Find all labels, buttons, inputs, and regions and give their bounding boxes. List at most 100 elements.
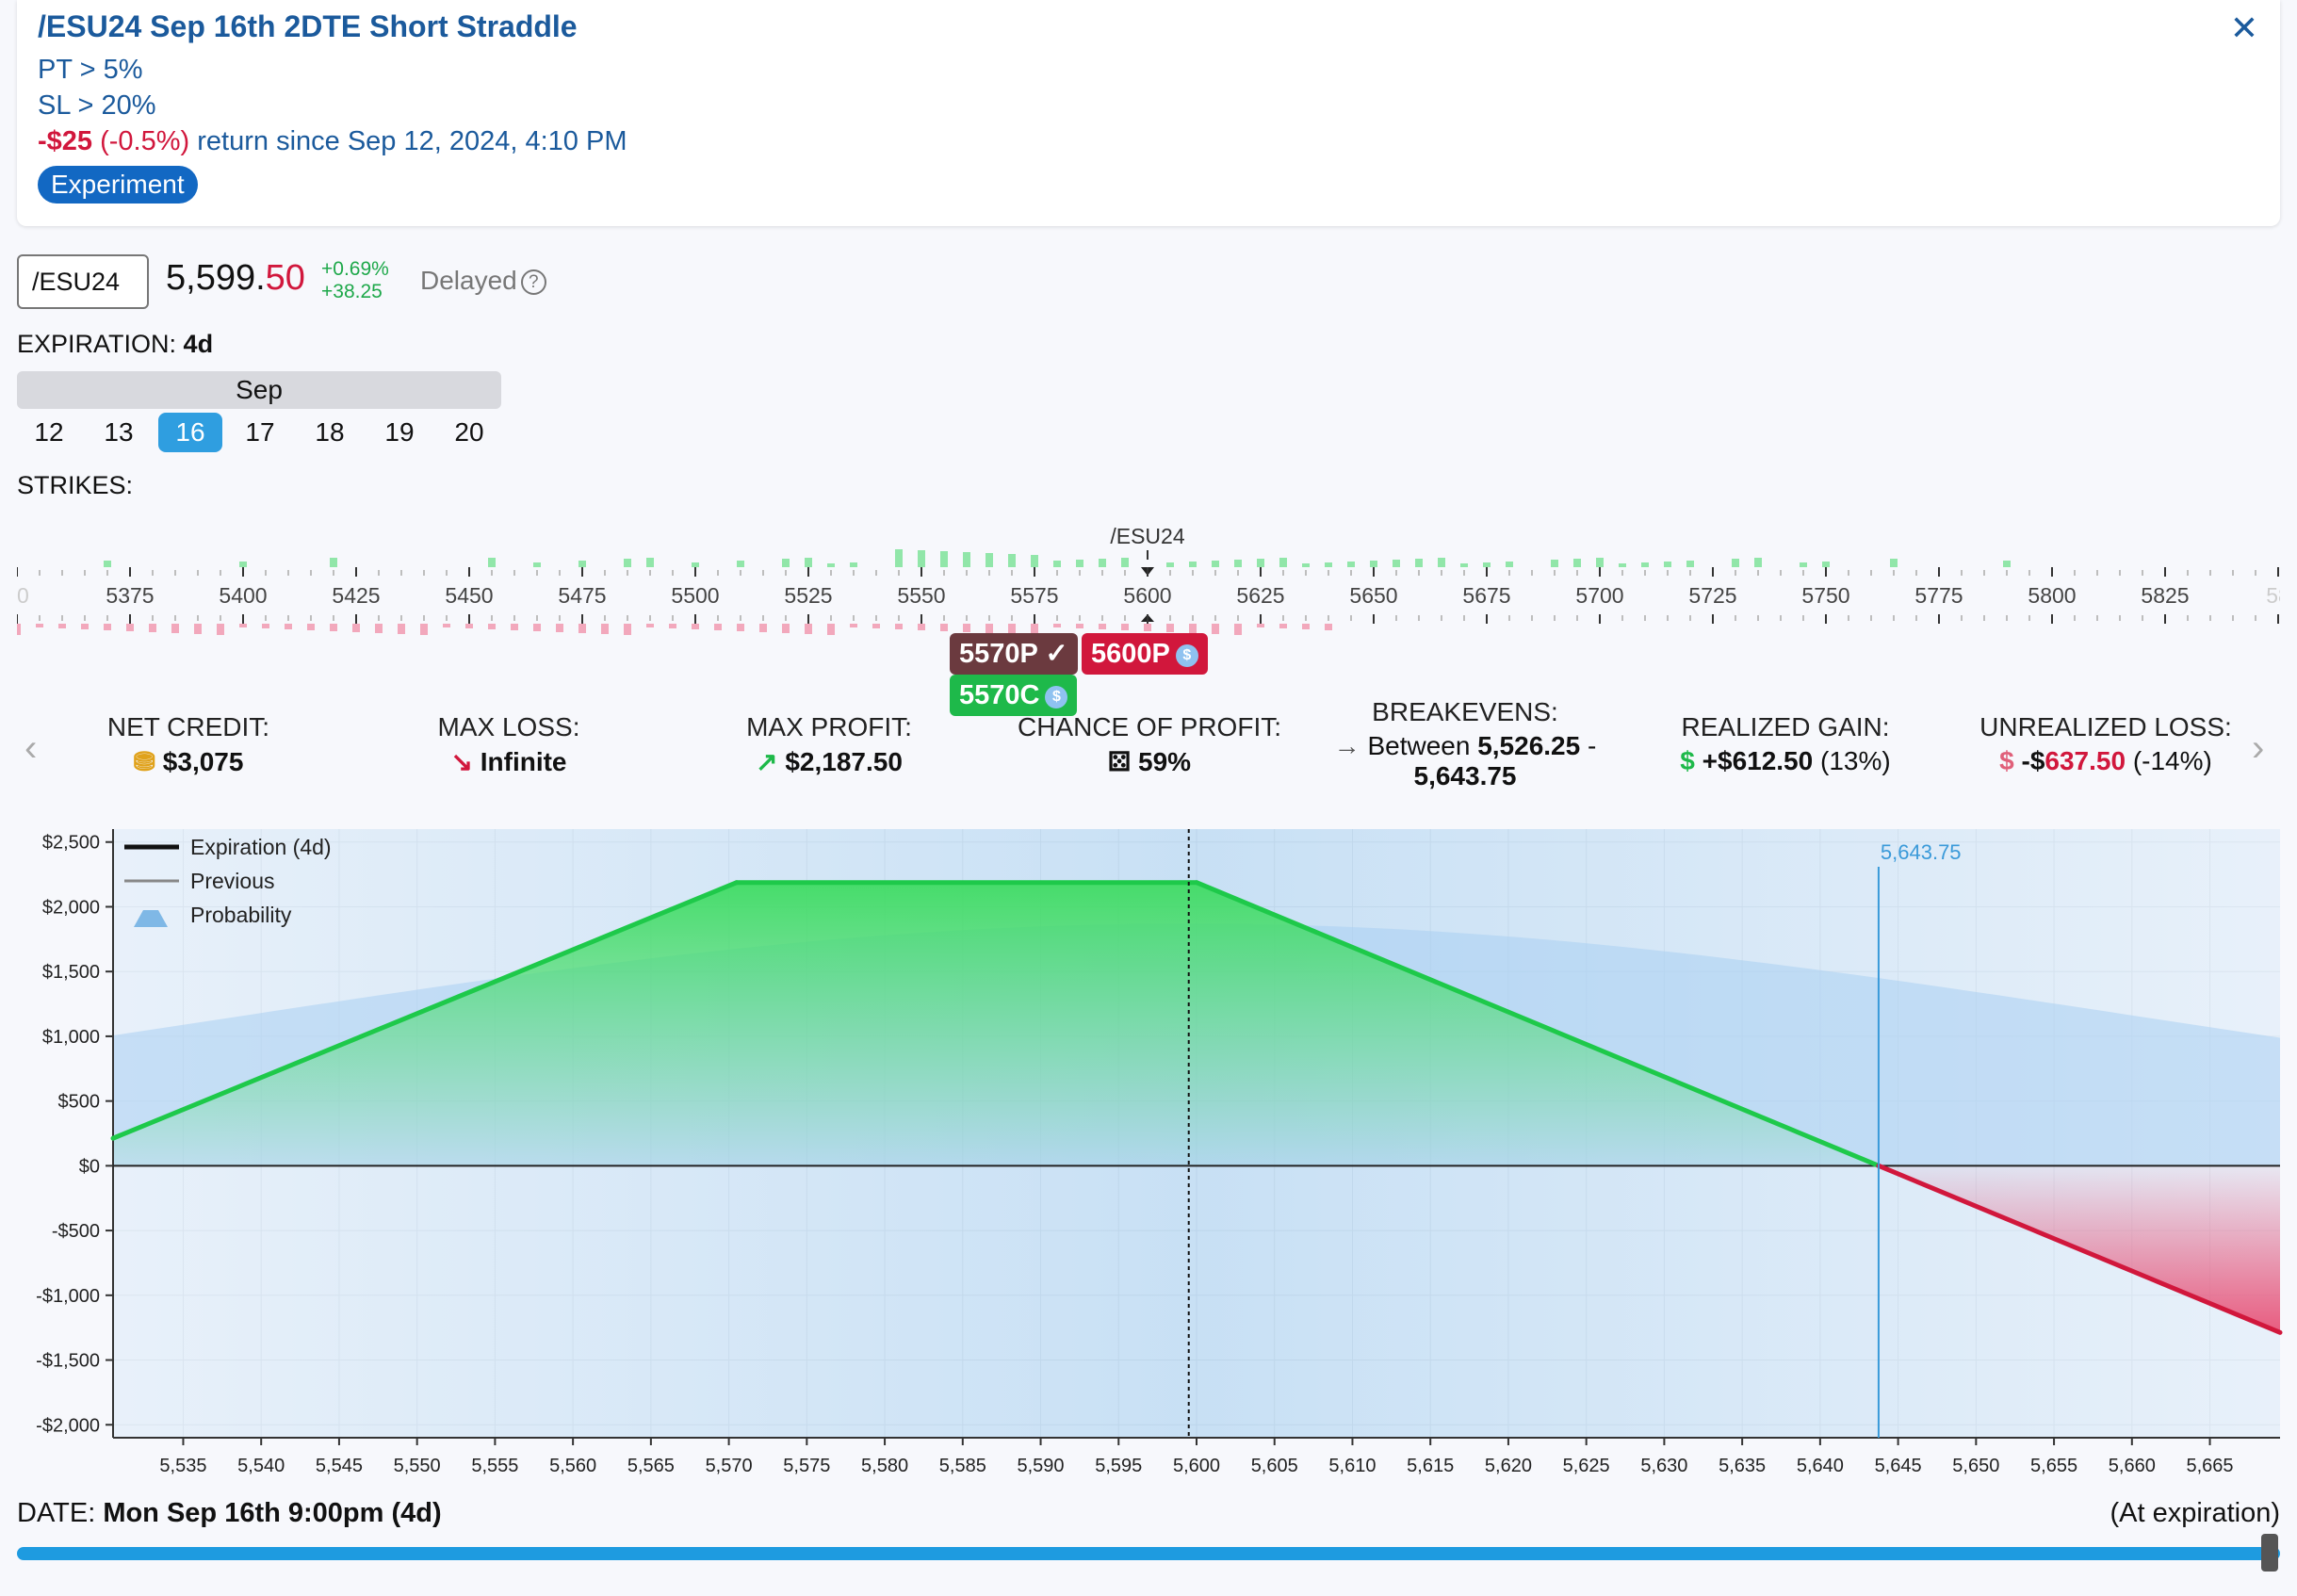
call-volume-bar: [1121, 558, 1129, 567]
strike-label: 5725: [1688, 583, 1736, 608]
put-volume-bar: [1099, 624, 1106, 629]
put-volume-bar: [533, 624, 541, 631]
x-tick-label: 5,655: [2030, 1456, 2077, 1476]
put-volume-bar: [58, 624, 66, 628]
pnl-chart[interactable]: $2,500 $2,000 $1,500 $1,000 $500 $0 -$500 -$1,0…: [0, 820, 2297, 1498]
call-volume-bar: [239, 562, 247, 567]
call-volume-bar: [1415, 559, 1423, 567]
leg-chip-5600p[interactable]: 5600P $: [1082, 633, 1208, 675]
call-volume-bar: [1641, 562, 1649, 567]
put-volume-bar: [352, 624, 360, 632]
expiry-day[interactable]: 13: [104, 417, 134, 447]
put-volume-bar: [782, 624, 790, 633]
date-slider-handle[interactable]: [2261, 1534, 2278, 1572]
y-tick-label: -$500: [52, 1221, 100, 1242]
put-volume-bar: [1279, 624, 1287, 628]
x-tick-label: 5,640: [1797, 1456, 1844, 1476]
call-volume-bar: [850, 562, 857, 567]
call-volume-bar: [1732, 559, 1739, 567]
strike-ladder-svg[interactable]: /ESU24 50 5375 5400 5425 5450 5475 5500 5525 555…: [5, 516, 2290, 733]
x-tick-label: 5,635: [1719, 1456, 1766, 1476]
strike-ladder[interactable]: /ESU24 50 5375 5400 5425 5450 5475 5500 5525 555…: [5, 516, 2290, 733]
strike-label: 5500: [671, 583, 719, 608]
put-volume-bar: [1076, 624, 1083, 628]
strike-label: 5625: [1236, 583, 1284, 608]
help-icon[interactable]: ?: [520, 269, 546, 295]
symbol-input[interactable]: /ESU24: [17, 254, 149, 309]
max-loss-value: Infinite: [480, 747, 567, 776]
expiration-line-segment: [1194, 880, 1882, 1168]
y-tick-label: -$1,500: [36, 1351, 100, 1372]
leg-chip-5570c[interactable]: 5570C $: [950, 675, 1078, 716]
put-volume-bar: [1325, 624, 1332, 630]
realized-value: +$612.50: [1702, 746, 1814, 775]
check-icon: ✓: [1045, 639, 1068, 669]
x-tick-label: 5,575: [783, 1456, 830, 1476]
close-icon[interactable]: ✕: [2229, 8, 2259, 47]
put-volume-bar: [1008, 624, 1016, 634]
call-volume-bar: [330, 558, 337, 567]
at-expiration-label: (At expiration): [2110, 1498, 2280, 1528]
put-volume-bar: [1031, 624, 1038, 635]
stat-unrealized-loss: UNREALIZED LOSS: $ -$637.50 (-14%): [1969, 712, 2242, 776]
strike-label: 5375: [106, 583, 154, 608]
x-tick-label: 5,550: [394, 1456, 441, 1476]
put-volume-bar: [940, 624, 948, 631]
expiry-day[interactable]: 18: [315, 417, 345, 447]
strike-label: 5425: [332, 583, 380, 608]
strike-label: 5575: [1010, 583, 1058, 608]
leg-label: 5600P: [1091, 639, 1170, 669]
put-volume-bar: [918, 624, 925, 630]
expiry-day[interactable]: 19: [384, 417, 415, 447]
chevron-left-icon[interactable]: ‹: [24, 727, 38, 769]
stat-label: NET CREDIT:: [106, 712, 270, 741]
stat-chance-of-profit: CHANCE OF PROFIT: ⚄ 59%: [1008, 712, 1291, 777]
strike-label: 5600: [1123, 583, 1171, 608]
y-tick-label: $0: [79, 1156, 100, 1177]
x-tick-label: 5,610: [1328, 1456, 1376, 1476]
legend-probability-icon: [134, 910, 168, 927]
put-volume-bar: [805, 624, 812, 634]
put-volume-bar: [104, 624, 111, 630]
unrealized-percent: (-14%): [2132, 746, 2212, 775]
expiry-day[interactable]: 20: [454, 417, 484, 447]
x-tick-label: 5,630: [1640, 1456, 1687, 1476]
underlying-symbol-label: /ESU24: [1110, 524, 1184, 548]
stat-value: ↗ $2,187.50: [725, 746, 933, 777]
chevron-right-icon[interactable]: ›: [2252, 727, 2265, 769]
put-volume-bar: [895, 624, 903, 629]
x-tick-label: 5,545: [316, 1456, 363, 1476]
return-percent: (-0.5%): [100, 126, 190, 156]
x-tick-label: 5,540: [237, 1456, 285, 1476]
call-volume-bar: [1257, 559, 1264, 567]
delayed-label: Delayed: [420, 266, 517, 295]
call-volume-bar: [827, 563, 835, 567]
call-volume-bar: [104, 561, 111, 567]
y-tick-label: $2,000: [42, 897, 100, 918]
put-volume-bar: [963, 624, 970, 632]
experiment-badge[interactable]: Experiment: [38, 166, 198, 204]
leg-chip-5570p[interactable]: 5570P ✓: [950, 633, 1078, 675]
expiry-day[interactable]: 17: [245, 417, 275, 447]
expiry-day[interactable]: 12: [34, 417, 64, 447]
put-volume-bar: [692, 624, 699, 629]
date-slider-track[interactable]: [17, 1547, 2280, 1560]
put-volume-bar: [872, 624, 880, 628]
x-tick-label: 5,615: [1407, 1456, 1454, 1476]
put-volume-bar: [149, 624, 156, 632]
put-volume-bar: [511, 624, 518, 630]
legend-probability-label: Probability: [190, 903, 292, 927]
strike-label: 5650: [1349, 583, 1397, 608]
put-volume-bar: [171, 624, 179, 633]
pnl-chart-svg[interactable]: $2,500 $2,000 $1,500 $1,000 $500 $0 -$500 -$1,0…: [0, 820, 2297, 1498]
call-volume-bar: [1099, 559, 1106, 567]
price-decimal: 50: [265, 258, 305, 298]
underlying-price: 5,599.50: [166, 258, 305, 299]
x-tick-label: 5,580: [861, 1456, 908, 1476]
call-volume-bar: [1212, 561, 1219, 567]
call-volume-bar: [1008, 554, 1016, 567]
put-volume-bar: [578, 624, 586, 633]
x-tick-label: 5,600: [1173, 1456, 1220, 1476]
strike-label: 5475: [558, 583, 606, 608]
expiry-day-selected[interactable]: 16: [158, 413, 222, 452]
